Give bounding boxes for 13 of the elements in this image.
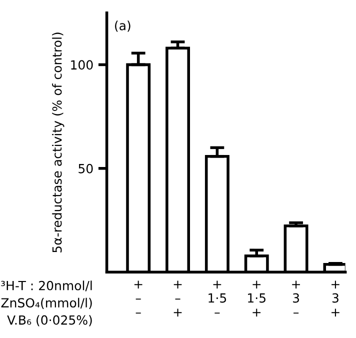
x-tick-label: + – – [134, 280, 142, 314]
y-axis-title: 5α-reductase activity (% of control) [52, 32, 64, 252]
x-tick-label: + 3 – [292, 280, 300, 314]
text: ³H-T : 20nmol/l [1, 280, 92, 292]
x-tick-label: + 1·5 + [248, 280, 266, 317]
text: (a) [115, 20, 130, 32]
text: V.B₆ (0·025%) [7, 315, 92, 326]
y-tick-label: 100 [71, 60, 93, 70]
x-tick-label: + 3 + [332, 280, 340, 317]
text: ZnSO₄(mmol/l) [1, 298, 92, 309]
x-tick-label: + – + [174, 280, 182, 317]
x-tick-label: + 1·5 – [208, 280, 226, 314]
y-tick-label: 50 [78, 164, 93, 174]
